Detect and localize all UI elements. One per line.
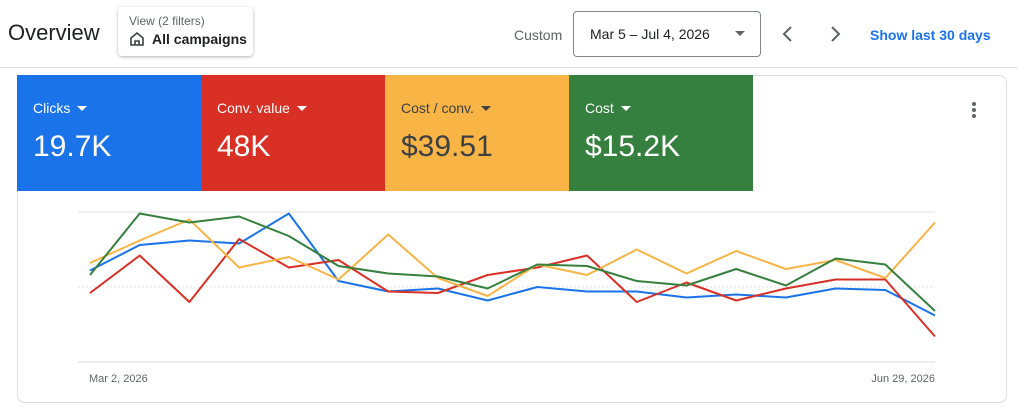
filter-value: All campaigns (152, 31, 247, 47)
metric-caret (296, 106, 307, 112)
metric-total: 48K (217, 130, 271, 163)
filter-label: View (2 filters) (129, 14, 205, 28)
page-title: Overview (8, 20, 100, 45)
metric-name: Conv. value (217, 100, 307, 116)
series-line (89, 212, 936, 312)
date-range-label: Custom (514, 27, 563, 43)
x-tick-label: Mar 2, 2026 (89, 373, 148, 385)
metric-card[interactable]: Cost $15.2K (569, 75, 753, 191)
show-last-30-days[interactable]: Show last 30 days (870, 27, 991, 43)
filter-button[interactable]: View (2 filters) All campaigns (118, 7, 253, 56)
metric-card[interactable]: Conv. value 48K (201, 75, 385, 191)
x-tick-label: Jun 29, 2026 (871, 373, 935, 385)
metric-caret (77, 106, 88, 112)
metric-caret (480, 106, 491, 112)
date-range-value: Mar 5 – Jul 4, 2026 (590, 26, 710, 42)
metric-card[interactable]: Cost / conv. $39.51 (385, 75, 569, 191)
previous-button[interactable] (778, 24, 798, 44)
date-range-dropdown[interactable]: Mar 5 – Jul 4, 2026 (573, 11, 761, 57)
metric-name: Cost / conv. (401, 100, 491, 116)
chart-card: Clicks 19.7K Conv. value 48K Cost / conv. $39… (17, 75, 1007, 403)
campaign-icon (130, 31, 144, 46)
metric-caret (620, 106, 631, 112)
metric-total: $39.51 (401, 130, 493, 163)
metric-card[interactable]: Clicks 19.7K (17, 75, 201, 191)
divider (0, 67, 1018, 68)
metric-name: Cost (585, 100, 631, 116)
series-line (89, 212, 936, 317)
dropdown-caret (735, 31, 745, 36)
more-menu[interactable] (970, 100, 978, 120)
series-line (89, 238, 936, 338)
next-button[interactable] (825, 24, 845, 44)
series-line (89, 218, 936, 297)
metric-cards: Clicks 19.7K Conv. value 48K Cost / conv. $39… (17, 75, 753, 191)
metric-name: Clicks (33, 100, 88, 116)
metric-total: 19.7K (33, 130, 112, 163)
metric-total: $15.2K (585, 130, 681, 163)
